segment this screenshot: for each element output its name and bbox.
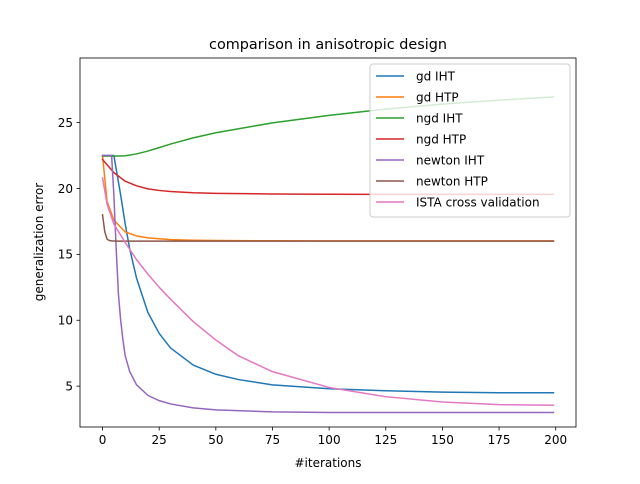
y-tick-label-1: 10 <box>58 314 73 328</box>
y-axis-label: generalization error <box>32 183 46 302</box>
series-line-4 <box>101 158 555 196</box>
y-tick-label-2: 15 <box>58 248 73 262</box>
x-tick-label-7: 175 <box>488 433 511 447</box>
series-layer <box>101 96 555 414</box>
series-line-5 <box>101 154 555 414</box>
legend-label-2: gd HTP <box>416 90 459 104</box>
y-tick-label-3: 20 <box>58 182 73 196</box>
x-tick-label-0: 0 <box>99 433 107 447</box>
legend-label-6: newton HTP <box>416 174 488 188</box>
x-tick-label-5: 125 <box>374 433 397 447</box>
legend-label-7: ISTA cross validation <box>416 195 540 209</box>
x-tick-label-2: 50 <box>208 433 223 447</box>
legend-label-1: gd IHT <box>416 69 456 83</box>
x-tick-label-8: 200 <box>544 433 567 447</box>
legend-label-4: ngd HTP <box>416 132 466 146</box>
legend: gd IHT gd HTP ngd IHT ngd HTP newton IHT newt… <box>369 63 571 218</box>
x-tick-label-3: 75 <box>265 433 280 447</box>
x-tick-label-1: 25 <box>152 433 167 447</box>
legend-label-3: ngd IHT <box>416 111 463 125</box>
series-line-6 <box>101 213 555 242</box>
chart-title: comparison in anisotropic design <box>209 37 447 53</box>
x-tick-label-4: 100 <box>318 433 341 447</box>
axes-layer: 0 25 50 75 100 125 150 175 200 5 10 15 20 25 <box>58 57 577 447</box>
legend-box <box>369 63 571 218</box>
y-tick-label-4: 25 <box>58 116 73 130</box>
y-tick-label-0: 5 <box>65 379 73 393</box>
x-tick-label-6: 150 <box>431 433 454 447</box>
series-line-1 <box>101 154 555 394</box>
series-line-7 <box>101 177 555 407</box>
legend-label-5: newton IHT <box>416 153 485 167</box>
x-axis-label: #iterations <box>294 456 361 470</box>
plot-frame <box>79 57 577 428</box>
